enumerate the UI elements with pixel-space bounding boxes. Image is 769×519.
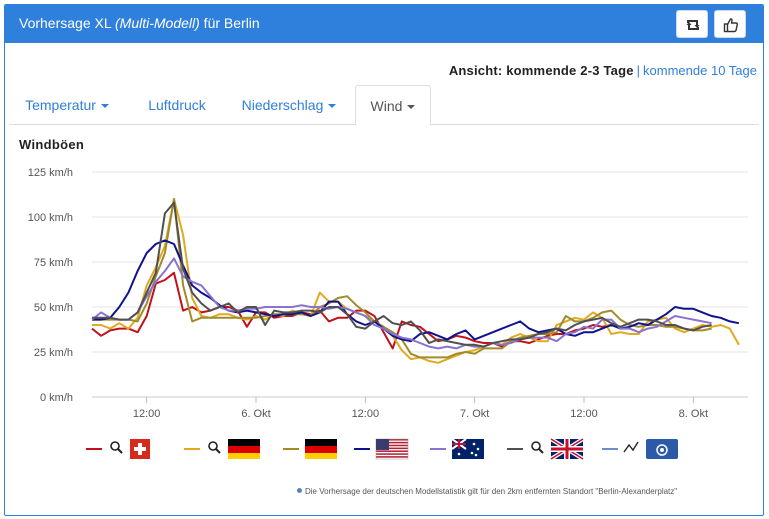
flag-stripe bbox=[305, 453, 337, 459]
series-line-usa bbox=[92, 239, 740, 343]
y-tick-label: 75 km/h bbox=[34, 257, 73, 269]
uk-flag-hd-icon bbox=[549, 437, 585, 461]
tab-label: Niederschlag bbox=[241, 97, 324, 113]
mos-logo-swirl bbox=[660, 448, 664, 452]
chart-title: Windböen bbox=[19, 137, 85, 152]
flag-star bbox=[476, 447, 480, 451]
australia-flag-icon bbox=[451, 438, 484, 459]
y-tick-label: 25 km/h bbox=[34, 347, 73, 359]
view-selector: Ansicht: kommende 2-3 Tage | kommende 10 T… bbox=[449, 63, 757, 78]
share-button[interactable] bbox=[676, 10, 708, 38]
panel-title: Vorhersage XL (Multi-Modell) für Berlin bbox=[19, 15, 260, 31]
tab-luftdruck[interactable]: Luftdruck bbox=[133, 85, 221, 125]
tab-wind[interactable]: Wind bbox=[355, 85, 431, 126]
legend-item-swiss[interactable] bbox=[86, 441, 123, 454]
magnifier-icon bbox=[208, 441, 218, 451]
tab-bar: Temperatur Luftdruck Niederschlag Wind bbox=[9, 85, 759, 126]
x-tick-label: 12:00 bbox=[133, 408, 161, 420]
flag-star bbox=[472, 442, 476, 446]
x-tick-label: 6. Okt bbox=[241, 408, 270, 420]
dwd-mos-icon bbox=[646, 439, 678, 459]
x-tick-label: 8. Okt bbox=[679, 408, 708, 420]
mos-logo-swirl bbox=[656, 444, 668, 456]
flag-stripe bbox=[376, 441, 408, 444]
footnote: Die Vorhersage der deutschen Modellstati… bbox=[297, 487, 677, 496]
magnifier-icon bbox=[215, 448, 221, 454]
tab-label: Luftdruck bbox=[148, 97, 206, 113]
x-tick-label: 12:00 bbox=[570, 408, 598, 420]
tab-label: Wind bbox=[370, 98, 403, 114]
view-10-days-link[interactable]: kommende 10 Tage bbox=[643, 63, 757, 78]
view-separator: | bbox=[636, 63, 641, 78]
legend-item-uk_hd[interactable] bbox=[507, 441, 544, 454]
view-label: Ansicht: kommende 2-3 Tage bbox=[448, 63, 634, 78]
flag-cross bbox=[551, 447, 583, 451]
tab-label: Temperatur bbox=[25, 97, 96, 113]
flag-stripe bbox=[305, 446, 337, 453]
y-tick-label: 125 km/h bbox=[28, 167, 73, 179]
flag-jack bbox=[452, 443, 466, 445]
trend-icon bbox=[623, 441, 639, 453]
flag-stripe bbox=[228, 439, 260, 446]
flag-stripe bbox=[376, 439, 408, 441]
flag-stripe bbox=[376, 453, 408, 455]
panel-header: Vorhersage XL (Multi-Modell) für Berlin bbox=[5, 5, 763, 43]
info-dot-icon bbox=[297, 488, 302, 493]
swiss-flag-super-hd-icon bbox=[130, 439, 150, 459]
flag-stripe bbox=[228, 446, 260, 453]
thumbs-up-icon bbox=[723, 18, 738, 33]
legend-item-mos[interactable] bbox=[602, 441, 639, 453]
chevron-down-icon bbox=[407, 105, 416, 109]
flag-stripe bbox=[376, 447, 408, 450]
chevron-down-icon bbox=[328, 104, 337, 108]
magnifier-icon bbox=[117, 448, 123, 454]
title-prefix: Vorhersage XL bbox=[19, 15, 115, 31]
magnifier-icon bbox=[538, 448, 544, 454]
flag-cross bbox=[134, 447, 146, 451]
retweet-icon bbox=[686, 20, 700, 30]
y-tick-label: 0 km/h bbox=[40, 392, 73, 404]
flag-stripe bbox=[376, 444, 408, 447]
flag-star bbox=[457, 452, 461, 456]
germany-flag-icon bbox=[305, 439, 337, 459]
flag-stripe bbox=[228, 453, 260, 459]
series-line-aus bbox=[91, 257, 712, 350]
x-tick-label: 12:00 bbox=[352, 408, 380, 420]
flag-canton bbox=[376, 439, 389, 450]
flag-star bbox=[474, 453, 478, 457]
tab-temperatur[interactable]: Temperatur bbox=[17, 85, 117, 125]
footnote-text: Die Vorhersage der deutschen Modellstati… bbox=[305, 487, 678, 496]
flag-stripe bbox=[376, 456, 408, 458]
chevron-down-icon bbox=[100, 104, 109, 108]
legend-item-dwd_hd[interactable] bbox=[184, 441, 221, 454]
x-tick-label: 7. Okt bbox=[460, 408, 489, 420]
series-line-swiss bbox=[91, 271, 612, 350]
magnifier-icon bbox=[110, 441, 120, 451]
flag-star bbox=[470, 451, 474, 455]
germany-flag-hd-icon bbox=[228, 439, 260, 459]
like-button[interactable] bbox=[714, 10, 746, 38]
forecast-panel: Vorhersage XL (Multi-Modell) für Berlin … bbox=[4, 4, 764, 516]
series-line-uk_hd bbox=[92, 201, 712, 348]
flag-stripe bbox=[305, 439, 337, 446]
title-suffix: für Berlin bbox=[199, 15, 260, 31]
tab-niederschlag[interactable]: Niederschlag bbox=[229, 85, 349, 125]
title-multimodel: (Multi-Modell) bbox=[115, 15, 200, 31]
flag-stripe bbox=[376, 450, 408, 452]
y-tick-label: 50 km/h bbox=[34, 302, 73, 314]
usa-flag-icon bbox=[375, 438, 409, 460]
magnifier-icon bbox=[531, 441, 541, 451]
y-tick-label: 100 km/h bbox=[28, 212, 73, 224]
series-line-dwd_hd bbox=[92, 198, 740, 364]
